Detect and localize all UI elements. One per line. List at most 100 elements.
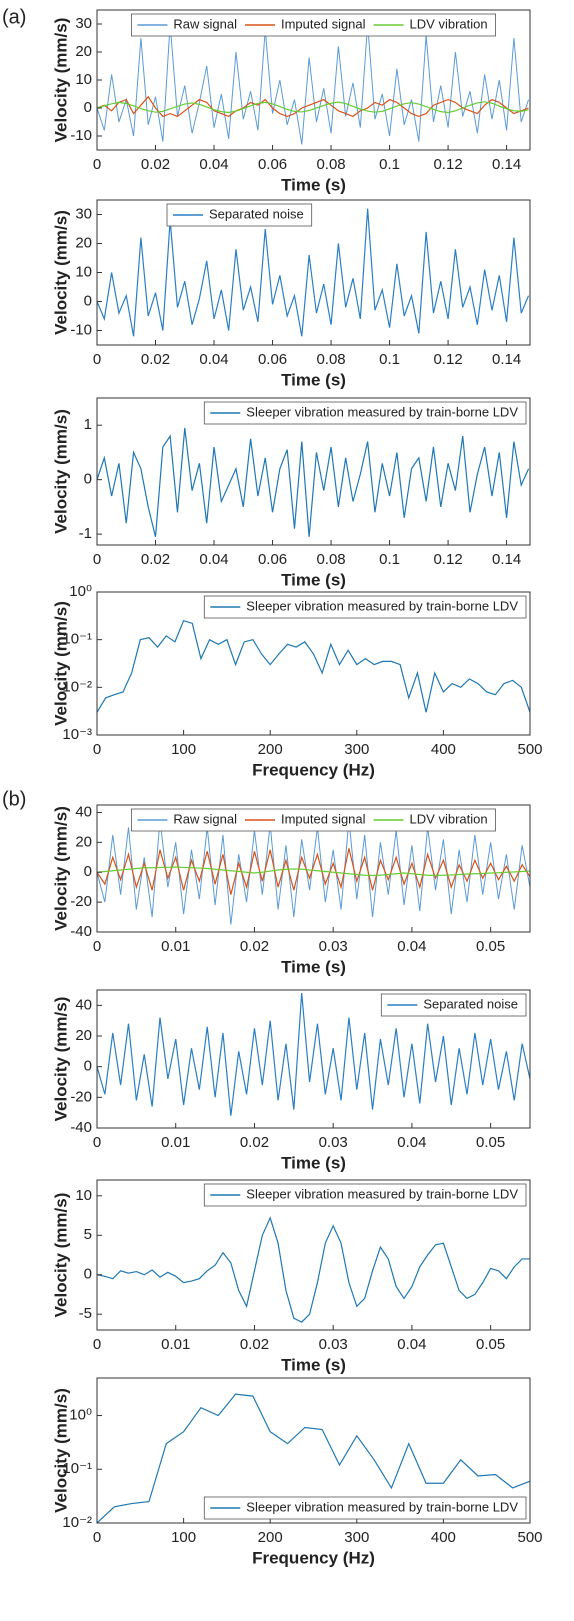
x-tick-label: 0.1 (379, 551, 400, 568)
x-tick-label: 0.06 (258, 551, 287, 568)
y-axis-label: Velocity (mm/s) (51, 210, 70, 335)
legend: Sleeper vibration measured by train-born… (203, 401, 527, 425)
y-tick-label: 10 (75, 263, 92, 280)
x-tick-label: 100 (171, 741, 196, 758)
y-tick-label: 10 (75, 71, 92, 88)
y-tick-label: 5 (84, 1226, 92, 1243)
legend-label: Sleeper vibration measured by train-born… (246, 598, 518, 613)
y-tick-label: 10⁻² (62, 678, 92, 695)
y-tick-label: 10⁻¹ (62, 631, 92, 648)
x-tick-label: 100 (171, 1529, 196, 1546)
legend: Raw signal Imputed signal LDV vibration (130, 808, 497, 832)
y-tick-label: 0 (84, 1266, 92, 1283)
x-tick-label: 0.04 (397, 1336, 426, 1353)
x-tick-label: 0.04 (199, 351, 228, 368)
x-tick-label: 0 (93, 741, 101, 758)
series-line (97, 23, 530, 145)
panel-label: (a) (2, 6, 26, 28)
y-tick-label: 10⁻¹ (62, 1460, 92, 1477)
series-line (97, 619, 530, 713)
x-tick-label: 200 (258, 741, 283, 758)
legend-label: Separated noise (209, 206, 304, 221)
x-tick-label: 0.12 (433, 551, 462, 568)
legend-label: Imputed signal (281, 811, 366, 826)
x-tick-label: 0.04 (199, 156, 228, 173)
x-tick-label: 0 (93, 1336, 101, 1353)
x-axis-label: Time (s) (281, 370, 346, 389)
legend-box (380, 993, 527, 1017)
x-tick-label: 200 (258, 1529, 283, 1546)
y-tick-label: 40 (75, 803, 92, 820)
series-line (97, 101, 529, 114)
x-tick-label: 300 (344, 1529, 369, 1546)
y-axis-label: Velocity (mm/s) (51, 1193, 70, 1318)
legend: Sleeper vibration measured by train-born… (203, 595, 527, 619)
x-tick-label: 0.08 (316, 156, 345, 173)
y-axis-label: Velocity (mm/s) (51, 601, 70, 726)
y-tick-label: 10 (75, 1187, 92, 1204)
y-axis-label: Velocity (mm/s) (51, 409, 70, 534)
y-axis-label: Velocity (mm/s) (51, 18, 70, 143)
y-tick-label: 0 (84, 1058, 92, 1075)
x-tick-label: 0.03 (319, 1134, 348, 1151)
x-tick-label: 0.08 (316, 551, 345, 568)
axes-frame (96, 804, 531, 933)
legend-label: Sleeper vibration measured by train-born… (246, 404, 518, 419)
y-tick-label: -5 (79, 1305, 92, 1322)
x-tick-label: 0.02 (240, 938, 269, 955)
y-tick-label: 0 (84, 99, 92, 116)
y-tick-label: 30 (75, 15, 92, 32)
axes-frame (96, 591, 531, 736)
x-axis-label: Time (s) (281, 570, 346, 589)
subplot: -40 -20 0 20 40 0 0.01 0.02 0.03 0.04 0.05 Time (s)… (51, 803, 531, 976)
y-tick-label: 10⁻² (62, 1514, 92, 1531)
x-tick-label: 0.03 (319, 1336, 348, 1353)
x-tick-label: 0.1 (379, 156, 400, 173)
y-tick-label: 0 (84, 471, 92, 488)
x-tick-label: 400 (431, 741, 456, 758)
series-line (97, 1393, 530, 1523)
legend-label: Imputed signal (281, 16, 366, 31)
series-line (97, 427, 530, 537)
y-tick-label: 0 (84, 863, 92, 880)
panel-label: (b) (2, 788, 26, 810)
x-tick-label: 0 (93, 551, 101, 568)
legend: Separated noise (380, 993, 527, 1017)
y-tick-label: 40 (75, 996, 92, 1013)
y-axis-label: Velocity (mm/s) (51, 997, 70, 1122)
series-line (97, 866, 530, 877)
x-tick-label: 0.14 (492, 156, 521, 173)
x-tick-label: 0.1 (379, 351, 400, 368)
x-tick-label: 0.01 (161, 1336, 190, 1353)
y-tick-label: 10⁻³ (62, 726, 92, 743)
axes-frame (96, 397, 531, 546)
y-tick-label: 1 (84, 416, 92, 433)
x-tick-label: 0.02 (141, 351, 170, 368)
x-tick-label: 0.08 (316, 351, 345, 368)
x-tick-label: 0.05 (476, 1336, 505, 1353)
series-line (97, 848, 530, 895)
x-tick-label: 300 (344, 741, 369, 758)
series-line (97, 208, 530, 337)
legend-box (203, 1183, 527, 1207)
legend-label: Sleeper vibration measured by train-born… (246, 1499, 518, 1514)
y-tick-label: 20 (75, 43, 92, 60)
legend-label: LDV vibration (410, 16, 488, 31)
x-tick-label: 0.12 (433, 351, 462, 368)
legend-box (203, 1496, 527, 1520)
y-axis-label: Velocity (mm/s) (51, 1388, 70, 1513)
y-tick-label: -1 (79, 525, 92, 542)
axes-frame (96, 1179, 531, 1331)
x-tick-label: 0.01 (161, 1134, 190, 1151)
legend-box (203, 401, 527, 425)
x-axis-label: Time (s) (281, 1153, 346, 1172)
y-tick-label: 20 (75, 833, 92, 850)
legend-box (166, 203, 313, 227)
x-tick-label: 0 (93, 1529, 101, 1546)
x-tick-label: 400 (431, 1529, 456, 1546)
y-tick-label: -20 (70, 893, 92, 910)
x-tick-label: 0.14 (492, 551, 521, 568)
legend: Sleeper vibration measured by train-born… (203, 1496, 527, 1520)
